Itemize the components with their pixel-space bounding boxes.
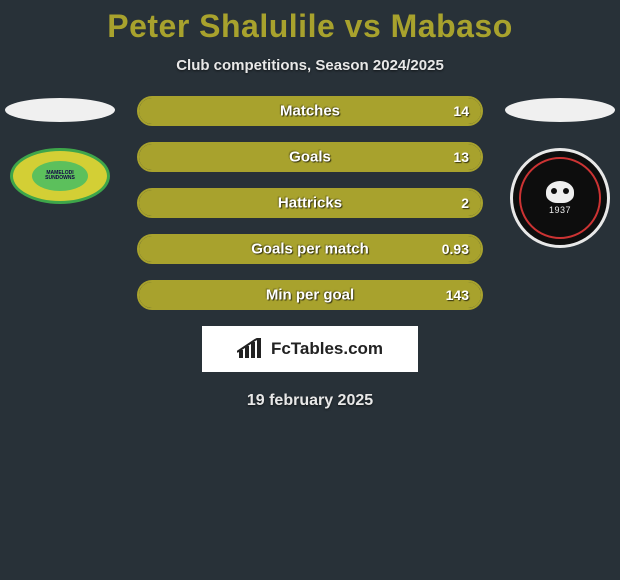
stat-label: Matches [139,103,481,120]
bar-chart-icon [237,338,265,360]
right-player-column: 1937 [500,96,620,248]
brand-box[interactable]: FcTables.com [202,326,418,372]
brand-text: FcTables.com [271,339,383,359]
content-area: MAMELODISUNDOWNS 1937 Matches 14 Goals 1 [0,96,620,410]
comparison-card: Peter Shalulile vs Mabaso Club competiti… [0,0,620,580]
stat-label: Goals per match [139,241,481,258]
subtitle: Club competitions, Season 2024/2025 [0,57,620,74]
stat-label: Goals [139,149,481,166]
stat-value: 0.93 [442,241,469,257]
stat-value: 13 [453,149,469,165]
stat-bar: Matches 14 [137,96,483,126]
skull-icon: 1937 [546,181,574,215]
left-team-logo-text: MAMELODISUNDOWNS [45,171,75,182]
stat-value: 14 [453,103,469,119]
stat-label: Hattricks [139,195,481,212]
right-team-year: 1937 [549,205,571,215]
stats-bars: Matches 14 Goals 13 Hattricks 2 Goals pe… [137,96,483,310]
stat-value: 143 [446,287,469,303]
stat-value: 2 [461,195,469,211]
right-team-logo: 1937 [510,148,610,248]
left-player-column: MAMELODISUNDOWNS [0,96,120,204]
left-player-avatar-placeholder [5,98,115,122]
stat-bar: Goals 13 [137,142,483,172]
date-text: 19 february 2025 [0,392,620,410]
stat-bar: Goals per match 0.93 [137,234,483,264]
stat-bar: Hattricks 2 [137,188,483,218]
stat-bar: Min per goal 143 [137,280,483,310]
left-team-logo: MAMELODISUNDOWNS [10,148,110,204]
page-title: Peter Shalulile vs Mabaso [0,0,620,45]
right-player-avatar-placeholder [505,98,615,122]
stat-label: Min per goal [139,287,481,304]
